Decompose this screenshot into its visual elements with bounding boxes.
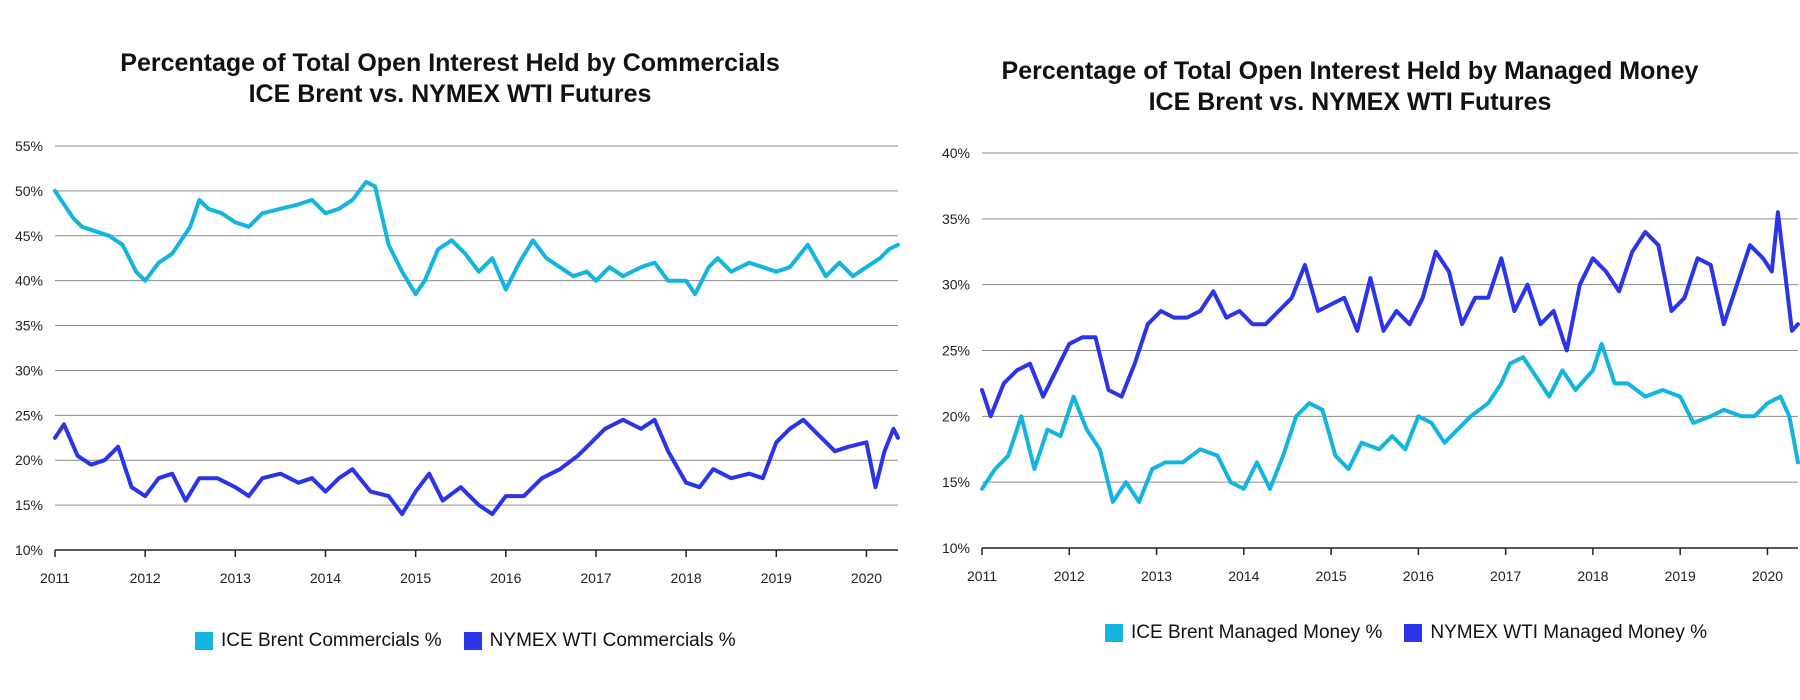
x-tick-label: 2019 bbox=[1665, 568, 1696, 584]
y-tick-label: 40% bbox=[15, 273, 43, 289]
legend-label-nymex-wti: NYMEX WTI Commercials % bbox=[489, 630, 736, 651]
x-tick-label: 2013 bbox=[1141, 568, 1172, 584]
x-tick-label: 2020 bbox=[1752, 568, 1783, 584]
legend-item-ice-brent: ICE Brent Commercials % bbox=[195, 630, 442, 652]
x-tick-label: 2015 bbox=[400, 570, 431, 586]
x-tick-label: 2019 bbox=[761, 570, 792, 586]
x-tick-label: 2015 bbox=[1316, 568, 1347, 584]
y-tick-label: 45% bbox=[15, 228, 43, 244]
x-tick-label: 2014 bbox=[310, 570, 341, 586]
chart-title: Percentage of Total Open Interest Held b… bbox=[0, 48, 900, 110]
y-tick-label: 10% bbox=[15, 542, 43, 558]
chart-legend: ICE Brent Managed Money % NYMEX WTI Mana… bbox=[1105, 622, 1707, 644]
chart-title-line-1: Percentage of Total Open Interest Held b… bbox=[1001, 57, 1699, 85]
managed-money-chart-panel: Percentage of Total Open Interest Held b… bbox=[900, 0, 1800, 700]
legend-swatch-ice-brent bbox=[1105, 624, 1123, 642]
x-tick-label: 2014 bbox=[1228, 568, 1259, 584]
chart-title-line-2: ICE Brent vs. NYMEX WTI Futures bbox=[1148, 88, 1552, 116]
legend-swatch-ice-brent bbox=[195, 632, 213, 650]
x-tick-label: 2020 bbox=[851, 570, 882, 586]
y-tick-label: 15% bbox=[942, 474, 970, 490]
y-tick-label: 15% bbox=[15, 497, 43, 513]
commercials-chart-panel: Percentage of Total Open Interest Held b… bbox=[0, 48, 900, 652]
y-tick-label: 25% bbox=[15, 407, 43, 423]
y-tick-label: 20% bbox=[15, 452, 43, 468]
series-line-ice-brent bbox=[980, 341, 1800, 504]
y-tick-label: 30% bbox=[942, 277, 970, 293]
y-tick-label: 35% bbox=[15, 318, 43, 334]
legend-item-ice-brent: ICE Brent Managed Money % bbox=[1105, 622, 1382, 644]
y-tick-label: 55% bbox=[15, 138, 43, 154]
y-tick-label: 10% bbox=[942, 540, 970, 556]
x-tick-label: 2012 bbox=[1054, 568, 1085, 584]
legend-label-ice-brent: ICE Brent Commercials % bbox=[221, 630, 442, 651]
x-tick-label: 2013 bbox=[220, 570, 251, 586]
y-tick-label: 40% bbox=[942, 145, 970, 161]
series-line-ice-brent bbox=[53, 179, 900, 297]
series-line-nymex-wti bbox=[980, 210, 1800, 419]
managed-money-line-chart: 40% 35% 30% 25% 20% 15% 10% 2011 2012 2013 2014 20… bbox=[942, 145, 1800, 584]
y-tick-label: 35% bbox=[942, 211, 970, 227]
x-tick-label: 2018 bbox=[1577, 568, 1608, 584]
legend-label-ice-brent: ICE Brent Managed Money % bbox=[1131, 622, 1383, 643]
legend-label-nymex-wti: NYMEX WTI Managed Money % bbox=[1430, 622, 1708, 643]
chart-title-line-1: Percentage of Total Open Interest Held b… bbox=[120, 49, 780, 77]
legend-swatch-nymex-wti bbox=[463, 632, 482, 650]
legend-item-nymex-wti: NYMEX WTI Managed Money % bbox=[1404, 622, 1707, 644]
y-tick-label: 20% bbox=[942, 408, 970, 424]
y-tick-label: 30% bbox=[15, 362, 43, 378]
y-tick-label: 25% bbox=[942, 343, 970, 359]
series-line-nymex-wti bbox=[53, 417, 900, 517]
x-tick-label: 2017 bbox=[580, 570, 611, 586]
chart-legend: ICE Brent Commercials % NYMEX WTI Commer… bbox=[195, 630, 736, 652]
x-tick-label: 2016 bbox=[1403, 568, 1434, 584]
commercials-line-chart: 55% 50% 45% 40% 35% 30% 25% 20% 15% 10% 2011 2012 2… bbox=[15, 138, 900, 586]
chart-title-line-2: ICE Brent vs. NYMEX WTI Futures bbox=[248, 80, 652, 108]
x-tick-label: 2012 bbox=[130, 570, 161, 586]
x-tick-label: 2017 bbox=[1490, 568, 1521, 584]
x-tick-label: 2018 bbox=[671, 570, 702, 586]
y-tick-label: 50% bbox=[15, 183, 43, 199]
legend-swatch-nymex-wti bbox=[1404, 624, 1423, 642]
legend-item-nymex-wti: NYMEX WTI Commercials % bbox=[463, 630, 736, 652]
x-tick-label: 2011 bbox=[40, 570, 70, 586]
x-tick-label: 2016 bbox=[490, 570, 521, 586]
chart-title: Percentage of Total Open Interest Held b… bbox=[900, 56, 1800, 118]
x-tick-label: 2011 bbox=[967, 568, 997, 584]
